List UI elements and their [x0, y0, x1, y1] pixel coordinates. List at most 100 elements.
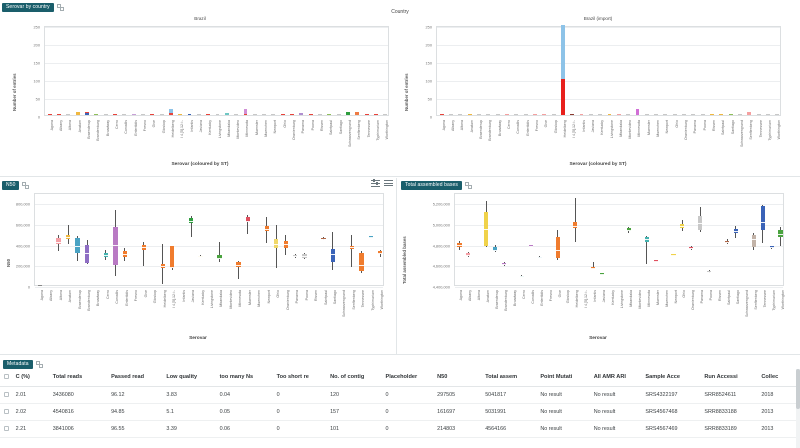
bar-segment[interactable]: [439, 113, 444, 115]
box-rect[interactable]: [65, 235, 71, 239]
bar[interactable]: [327, 114, 332, 115]
bar[interactable]: [47, 114, 52, 115]
bar-segment[interactable]: [672, 114, 677, 115]
box-rect[interactable]: [537, 256, 542, 258]
bar-segment[interactable]: [523, 114, 528, 115]
column-header[interactable]: Total assem: [483, 369, 539, 387]
box-rect[interactable]: [760, 206, 765, 231]
bar[interactable]: [196, 114, 201, 115]
boxplot-box[interactable]: [264, 194, 269, 287]
column-header[interactable]: Point Mutati: [538, 369, 592, 387]
boxplot-box[interactable]: [626, 194, 631, 287]
bar[interactable]: [523, 114, 528, 115]
boxplot-box[interactable]: [113, 194, 118, 287]
bar-segment[interactable]: [616, 114, 621, 115]
bar[interactable]: [663, 114, 668, 115]
bar[interactable]: [374, 114, 378, 115]
bar[interactable]: [570, 113, 575, 115]
bar[interactable]: [159, 114, 164, 115]
bar-segment[interactable]: [196, 114, 201, 115]
box-rect[interactable]: [698, 215, 703, 230]
bar[interactable]: [252, 114, 257, 115]
boxplot-box[interactable]: [84, 194, 90, 287]
box-rect[interactable]: [274, 238, 279, 248]
boxplot-box[interactable]: [519, 194, 524, 287]
bar-segment[interactable]: [122, 114, 127, 115]
box-rect[interactable]: [484, 211, 489, 246]
bar[interactable]: [355, 112, 360, 115]
bar-segment[interactable]: [542, 114, 547, 115]
bar-segment[interactable]: [103, 114, 108, 115]
boxplot-box[interactable]: [644, 194, 649, 287]
bar[interactable]: [495, 114, 500, 115]
boxplot-box[interactable]: [198, 194, 203, 287]
boxplot-box[interactable]: [680, 194, 685, 287]
bar-segment[interactable]: [85, 113, 89, 115]
bar-segment[interactable]: [187, 113, 192, 115]
column-header[interactable]: Run Accessi: [702, 369, 760, 387]
box-rect[interactable]: [466, 253, 471, 256]
column-header[interactable]: Too short re: [274, 369, 329, 387]
box-rect[interactable]: [751, 235, 756, 247]
bar[interactable]: [598, 114, 603, 115]
bar[interactable]: [747, 112, 752, 115]
bar[interactable]: [234, 114, 239, 115]
bar[interactable]: [635, 108, 640, 115]
bar-segment[interactable]: [579, 114, 584, 115]
bar-segment[interactable]: [243, 109, 248, 114]
box-rect[interactable]: [707, 270, 712, 273]
box-rect[interactable]: [359, 252, 364, 272]
bar[interactable]: [112, 113, 117, 115]
bar[interactable]: [728, 114, 733, 115]
bar-segment[interactable]: [75, 113, 80, 115]
boxplot-box[interactable]: [245, 194, 250, 287]
boxplot-box[interactable]: [751, 194, 756, 287]
bar-segment[interactable]: [654, 114, 659, 115]
boxplot-box[interactable]: [188, 194, 194, 287]
bar[interactable]: [57, 114, 61, 115]
box-rect[interactable]: [378, 251, 383, 255]
bar[interactable]: [150, 113, 155, 115]
bar-segment[interactable]: [560, 25, 565, 79]
box-rect[interactable]: [56, 238, 61, 245]
box-rect[interactable]: [217, 255, 222, 260]
bar[interactable]: [243, 109, 248, 115]
boxplot-box[interactable]: [292, 194, 298, 287]
bar[interactable]: [140, 114, 145, 115]
boxplot-box[interactable]: [466, 194, 471, 287]
row-checkbox[interactable]: [4, 392, 9, 398]
bar[interactable]: [579, 114, 584, 115]
box-rect[interactable]: [292, 254, 298, 258]
tab-metadata[interactable]: Metadata: [3, 359, 33, 369]
column-header[interactable]: N50: [435, 369, 484, 387]
boxplot-box[interactable]: [330, 194, 336, 287]
bar-segment[interactable]: [504, 114, 509, 115]
bar-segment[interactable]: [364, 114, 369, 115]
bar[interactable]: [299, 113, 304, 115]
bar-segment[interactable]: [75, 112, 80, 114]
boxplot-box[interactable]: [349, 194, 355, 287]
boxplot-box[interactable]: [502, 194, 507, 287]
column-header[interactable]: All AMR ARI: [591, 369, 644, 387]
bar-segment[interactable]: [140, 114, 145, 115]
bar[interactable]: [383, 114, 388, 115]
bar-segment[interactable]: [738, 114, 742, 115]
row-select-cell[interactable]: [0, 420, 14, 438]
boxplot-box[interactable]: [359, 194, 364, 287]
bar[interactable]: [532, 114, 537, 115]
bar[interactable]: [168, 109, 173, 115]
bar[interactable]: [626, 114, 631, 115]
boxplot-box[interactable]: [103, 194, 109, 287]
box-rect[interactable]: [264, 225, 269, 231]
bar-segment[interactable]: [355, 112, 360, 115]
bar-segment[interactable]: [299, 113, 304, 115]
boxplot-box[interactable]: [56, 194, 61, 287]
bar-segment[interactable]: [588, 114, 593, 115]
expand-icon[interactable]: [56, 3, 64, 11]
bar-segment[interactable]: [486, 114, 491, 115]
column-header[interactable]: No. of contig: [328, 369, 384, 387]
boxplot-box[interactable]: [600, 194, 605, 287]
bar[interactable]: [738, 114, 742, 115]
boxplot-box[interactable]: [321, 194, 326, 287]
box-rect[interactable]: [493, 246, 498, 251]
